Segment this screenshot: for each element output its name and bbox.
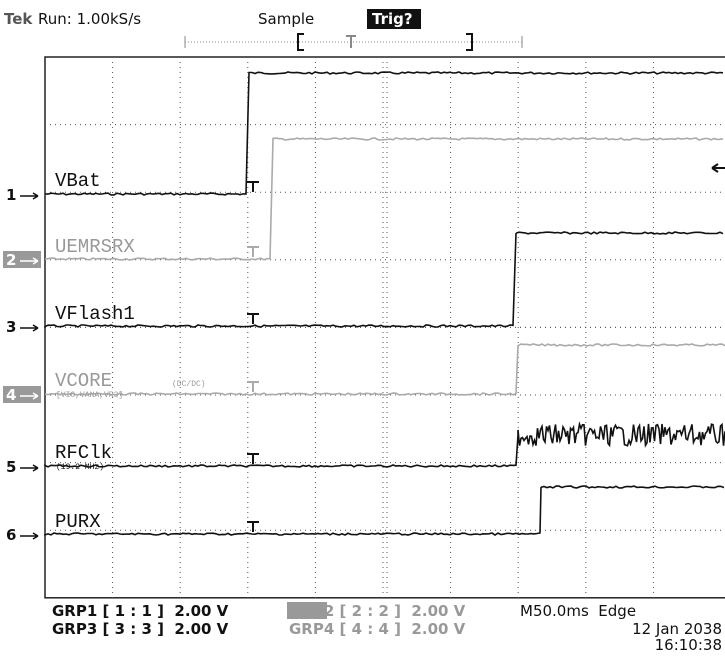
trace bbox=[44, 485, 725, 537]
brand: Tek bbox=[4, 10, 33, 28]
view-brackets bbox=[297, 33, 473, 51]
graticule bbox=[44, 56, 725, 599]
trace bbox=[44, 137, 724, 261]
trigger-mark bbox=[247, 453, 259, 464]
grp1: GRP1 [ 1 : 1 ] 2.00 V bbox=[52, 602, 229, 620]
trigger-mark bbox=[247, 181, 259, 192]
trace bbox=[44, 231, 724, 328]
channel-marker: 4 bbox=[6, 386, 16, 404]
channel-subnote: (19.2 MHz) bbox=[56, 463, 104, 472]
trig-box bbox=[367, 9, 421, 29]
offset-arrow bbox=[711, 163, 725, 173]
grp2: GRP2 [ 2 : 2 ] 2.00 V bbox=[289, 602, 466, 620]
marker-arrow bbox=[20, 257, 39, 265]
channel-label: RFClk bbox=[55, 442, 112, 464]
date: 12 Jan 2038 bbox=[632, 620, 722, 638]
marker-arrow bbox=[20, 392, 39, 400]
marker-arrow bbox=[20, 464, 39, 472]
channel-label: VCORE bbox=[55, 370, 112, 392]
marker-arrow bbox=[20, 532, 39, 540]
channel-marker: 6 bbox=[6, 526, 16, 544]
trace bbox=[44, 71, 724, 196]
channel-marker: 1 bbox=[6, 186, 16, 204]
marker-box bbox=[3, 386, 41, 403]
trigger-mark bbox=[247, 246, 259, 257]
grp3: GRP3 [ 3 : 3 ] 2.00 V bbox=[52, 620, 229, 638]
channel-subnote: [VIO,VANA,VR3] bbox=[56, 391, 123, 400]
channel-label: VFlash1 bbox=[55, 303, 135, 325]
acq-mode: Sample bbox=[258, 10, 314, 28]
trace bbox=[44, 421, 725, 468]
trace bbox=[44, 343, 725, 396]
grp4: GRP4 [ 4 : 4 ] 2.00 V bbox=[289, 620, 466, 638]
channel-label: PURX bbox=[55, 511, 101, 533]
trig-pos bbox=[346, 35, 356, 48]
grp2-box bbox=[287, 602, 327, 619]
run-status: Run: 1.00kS/s bbox=[38, 10, 141, 28]
trig-status: Trig? bbox=[372, 10, 413, 28]
channel-marker: 2 bbox=[6, 251, 16, 269]
timebase: M50.0ms Edge bbox=[520, 602, 636, 620]
channel-label: UEMRSRX bbox=[55, 236, 135, 258]
channel-note: (DC/DC) bbox=[172, 380, 206, 389]
channel-label: VBat bbox=[55, 170, 101, 192]
traces bbox=[44, 71, 725, 537]
channel-labels: VBat 1 UEMRSRX 2 VFlash1 3 VCORE (DC/DC) [VIO,VA… bbox=[3, 170, 206, 544]
time: 16:10:38 bbox=[655, 636, 722, 654]
trigger-mark bbox=[247, 521, 259, 532]
marker-arrow bbox=[20, 192, 39, 200]
marker-arrow bbox=[20, 324, 39, 332]
trigger-mark bbox=[247, 313, 259, 324]
channel-marker: 5 bbox=[6, 458, 16, 476]
channel-marker: 3 bbox=[6, 318, 16, 336]
marker-box bbox=[3, 251, 41, 268]
trigger-mark bbox=[247, 381, 259, 392]
